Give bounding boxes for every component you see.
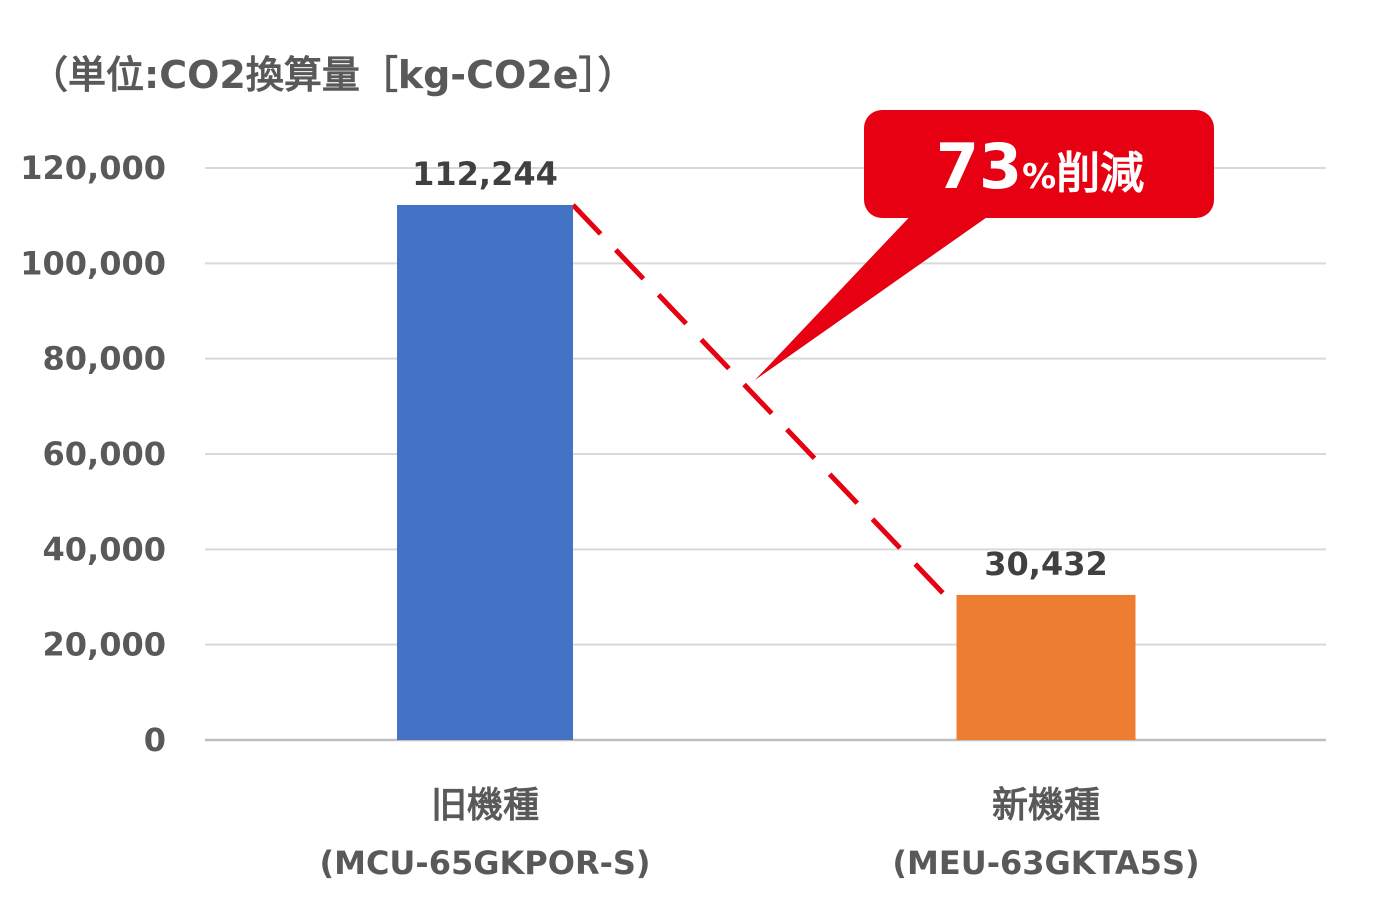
y-tick-label: 100,000 xyxy=(20,244,166,282)
bar-2 xyxy=(956,594,1136,740)
unit-label: （単位:CO2換算量［kg-CO2e］） xyxy=(30,53,635,97)
reduction-callout: 73%削減 xyxy=(755,110,1214,380)
gridlines xyxy=(205,167,1326,742)
callout-word: 削減 xyxy=(1056,148,1144,199)
callout-number: 73 xyxy=(936,130,1022,203)
bar-value-label: 112,244 xyxy=(412,155,558,193)
category-name: 新機種 xyxy=(992,785,1100,826)
category-model: (MCU-65GKPOR-S) xyxy=(319,844,650,882)
y-axis-ticks: 0 20,000 40,000 60,000 80,000 100,000 120,000 xyxy=(20,149,166,759)
connector xyxy=(571,203,951,601)
bar-1 xyxy=(397,204,573,740)
callout-text: 73%削減 xyxy=(936,130,1144,203)
callout-box xyxy=(864,110,1214,218)
x-axis-categories: 旧機種 (MCU-65GKPOR-S) 新機種 (MEU-63GKTA5S) xyxy=(319,785,1199,882)
bar-value-label: 30,432 xyxy=(984,545,1107,583)
y-tick-label: 80,000 xyxy=(43,340,166,378)
callout-pointer xyxy=(755,208,1000,380)
reduction-dashed-line xyxy=(571,203,951,601)
y-tick-label: 60,000 xyxy=(43,435,166,473)
callout-percent: % xyxy=(1022,157,1056,197)
y-tick-label: 120,000 xyxy=(20,149,166,187)
y-tick-label: 20,000 xyxy=(43,626,166,664)
bars xyxy=(397,204,1136,740)
category-name: 旧機種 xyxy=(431,785,539,826)
y-tick-label: 40,000 xyxy=(43,530,166,568)
y-tick-label: 0 xyxy=(144,721,166,759)
data-labels: 112,244 30,432 xyxy=(412,155,1108,583)
category-model: (MEU-63GKTA5S) xyxy=(892,844,1199,882)
